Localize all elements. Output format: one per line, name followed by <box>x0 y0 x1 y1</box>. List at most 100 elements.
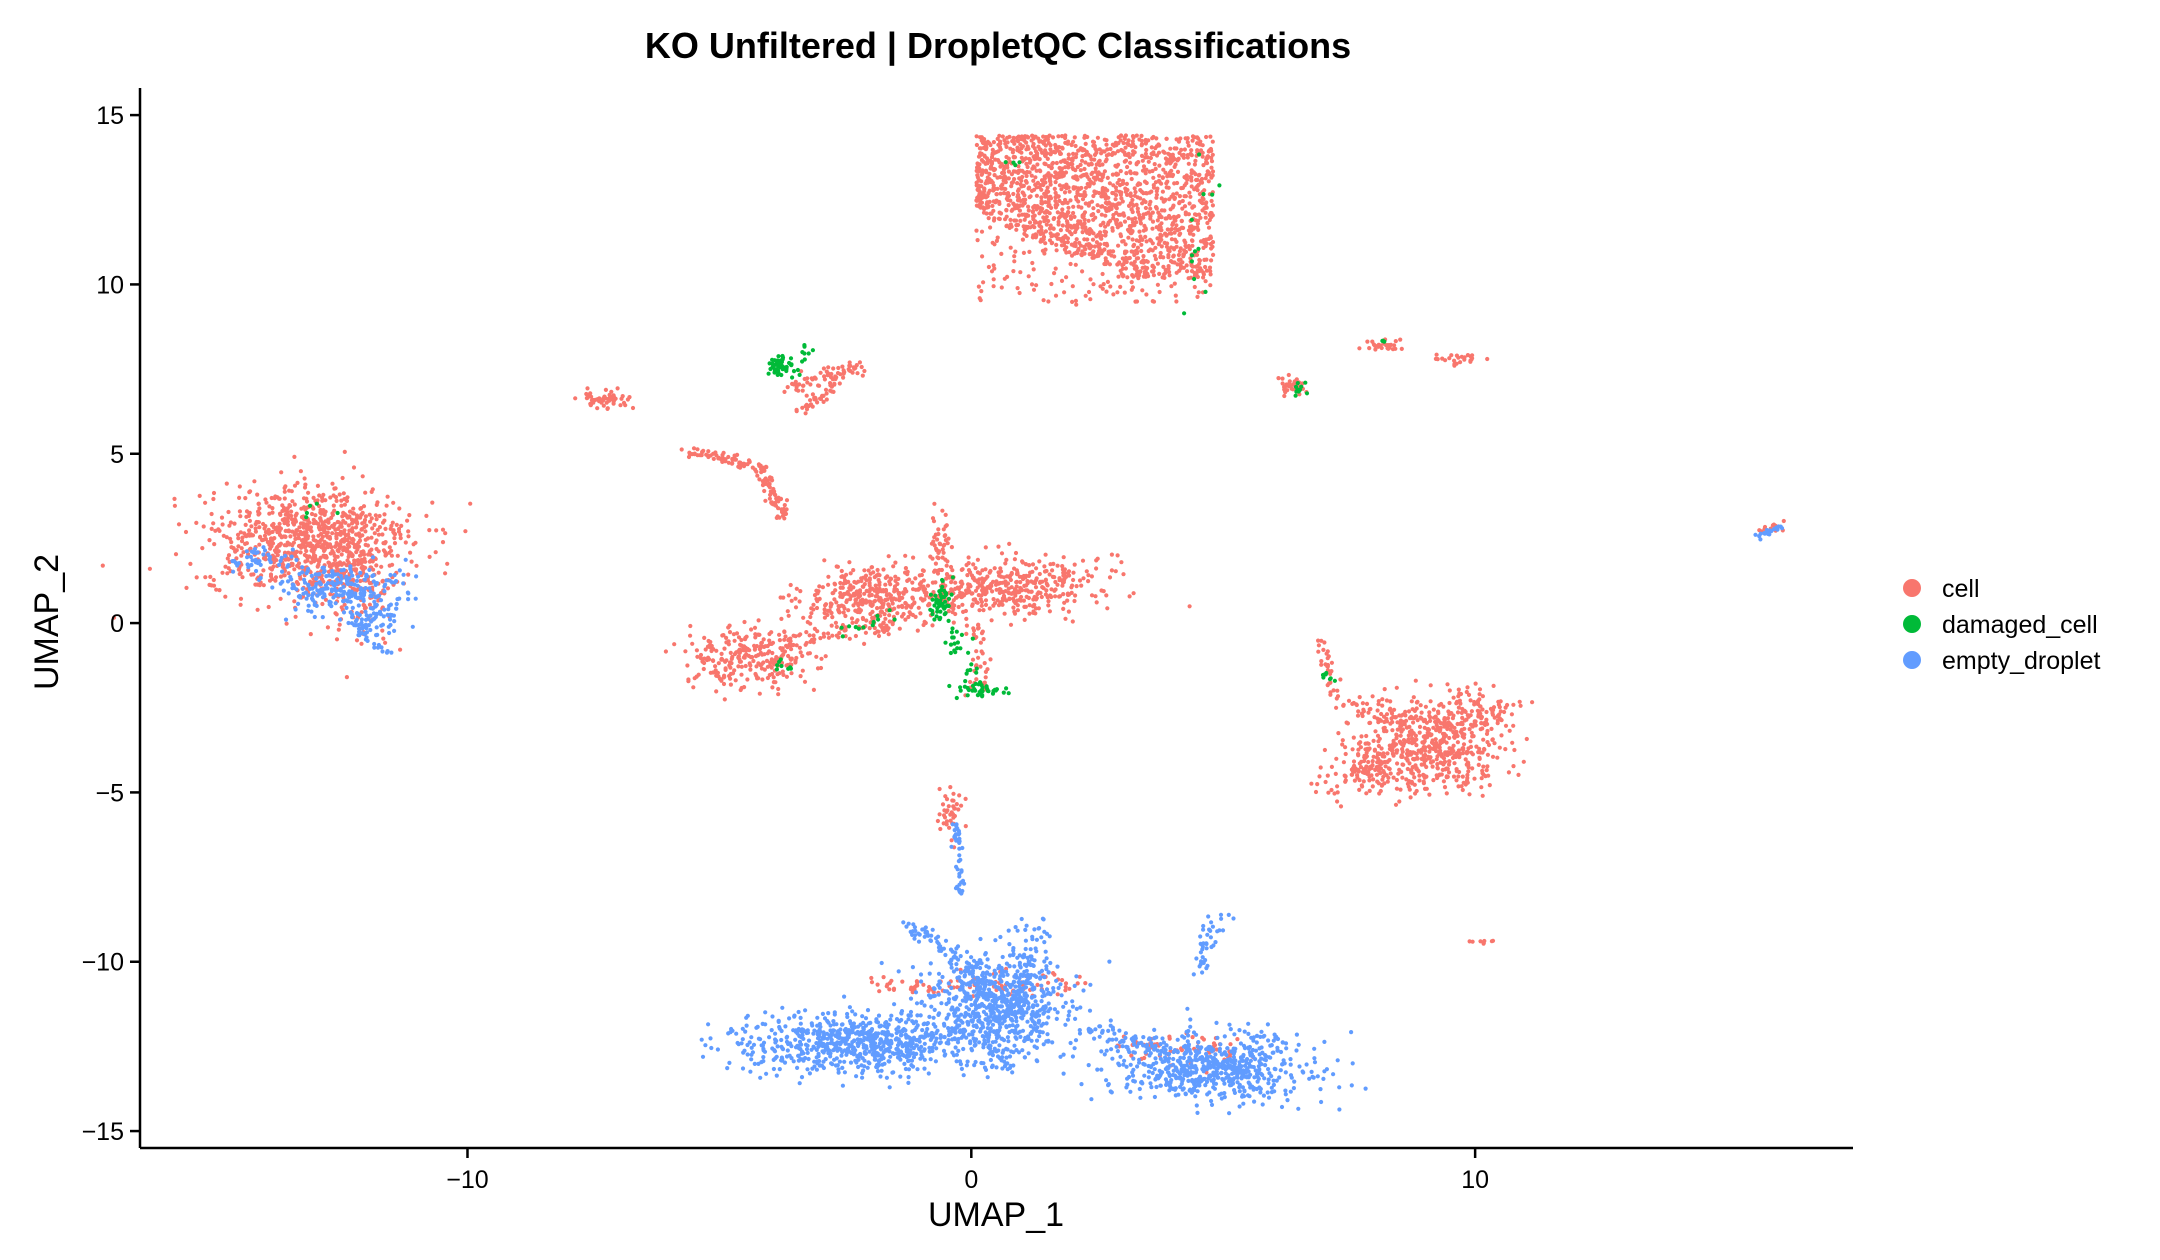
data-point <box>1108 284 1113 289</box>
data-point <box>1460 722 1465 727</box>
data-point <box>239 553 244 558</box>
data-point <box>1196 290 1201 295</box>
data-point <box>1114 202 1119 207</box>
data-point <box>1469 750 1474 755</box>
data-point <box>197 493 202 498</box>
data-point <box>1138 269 1143 274</box>
data-point <box>1155 218 1160 223</box>
data-point <box>701 666 706 672</box>
data-point <box>931 539 936 544</box>
data-point <box>1102 169 1107 174</box>
data-point <box>1062 158 1067 163</box>
data-point <box>573 396 578 401</box>
data-point <box>997 216 1002 222</box>
data-point <box>1076 204 1081 209</box>
data-point <box>831 590 836 596</box>
data-point <box>1209 165 1214 170</box>
data-point <box>986 216 991 221</box>
data-point <box>1018 182 1023 187</box>
data-point <box>1429 740 1435 745</box>
data-point <box>1140 288 1145 293</box>
data-point <box>1089 199 1095 204</box>
data-point <box>1038 209 1043 214</box>
data-point <box>793 596 798 601</box>
data-point <box>770 671 775 677</box>
data-point <box>1100 271 1105 277</box>
data-point <box>1431 707 1436 712</box>
data-point <box>1188 194 1193 199</box>
data-point <box>1187 231 1193 236</box>
data-point <box>1053 198 1058 204</box>
data-point <box>886 554 891 559</box>
data-point <box>1364 733 1369 739</box>
data-point <box>374 502 379 507</box>
data-point <box>1061 243 1066 248</box>
data-point <box>328 592 333 597</box>
data-point <box>1343 745 1348 750</box>
data-point <box>1115 553 1120 558</box>
data-point <box>1104 153 1109 158</box>
data-point <box>310 556 316 562</box>
data-point <box>1083 247 1088 252</box>
data-point <box>1138 236 1144 241</box>
data-point <box>238 530 243 535</box>
data-point <box>366 552 371 557</box>
data-point <box>344 549 349 554</box>
data-point <box>705 657 710 663</box>
data-point <box>1203 210 1208 215</box>
data-point <box>839 574 844 579</box>
data-point <box>1124 181 1129 186</box>
data-point <box>384 503 389 508</box>
data-point <box>228 520 233 525</box>
data-point <box>1204 257 1209 262</box>
data-point <box>786 637 791 642</box>
data-point <box>784 643 789 648</box>
data-point <box>306 490 311 495</box>
data-point <box>1446 762 1452 767</box>
data-point <box>321 508 326 513</box>
data-point <box>1167 197 1172 202</box>
data-point <box>904 605 909 610</box>
data-point <box>261 583 266 588</box>
data-point <box>339 552 344 557</box>
data-point <box>1447 746 1452 751</box>
data-point <box>932 543 937 548</box>
data-point <box>1022 217 1027 222</box>
data-point <box>1000 596 1006 601</box>
data-point <box>1125 141 1130 146</box>
data-point <box>897 598 902 603</box>
data-point <box>939 567 945 573</box>
data-point <box>1336 731 1341 736</box>
data-point <box>1004 224 1009 229</box>
data-point <box>347 514 352 519</box>
data-point <box>728 682 734 687</box>
data-point <box>1081 225 1086 230</box>
data-point <box>1190 243 1195 248</box>
data-point <box>998 147 1003 152</box>
data-point <box>323 498 328 503</box>
data-point <box>342 545 347 550</box>
data-point <box>1189 148 1194 153</box>
data-point <box>817 596 822 602</box>
data-point <box>1159 208 1164 213</box>
data-point <box>762 477 767 482</box>
data-point <box>1145 155 1150 160</box>
data-point <box>1209 159 1215 164</box>
data-point <box>1116 212 1121 217</box>
data-point <box>1086 203 1091 208</box>
data-point <box>1189 153 1194 158</box>
data-point <box>1096 253 1101 258</box>
data-point <box>1201 275 1206 280</box>
data-point <box>1122 219 1128 224</box>
data-point <box>979 593 984 598</box>
data-point <box>1097 147 1102 152</box>
data-point <box>1030 209 1036 214</box>
data-point <box>974 228 979 233</box>
data-point <box>756 618 761 623</box>
data-point <box>781 672 786 678</box>
data-point <box>773 500 778 505</box>
data-point <box>992 186 998 191</box>
data-point <box>1099 151 1104 156</box>
data-point <box>977 608 982 613</box>
data-point <box>350 526 355 531</box>
